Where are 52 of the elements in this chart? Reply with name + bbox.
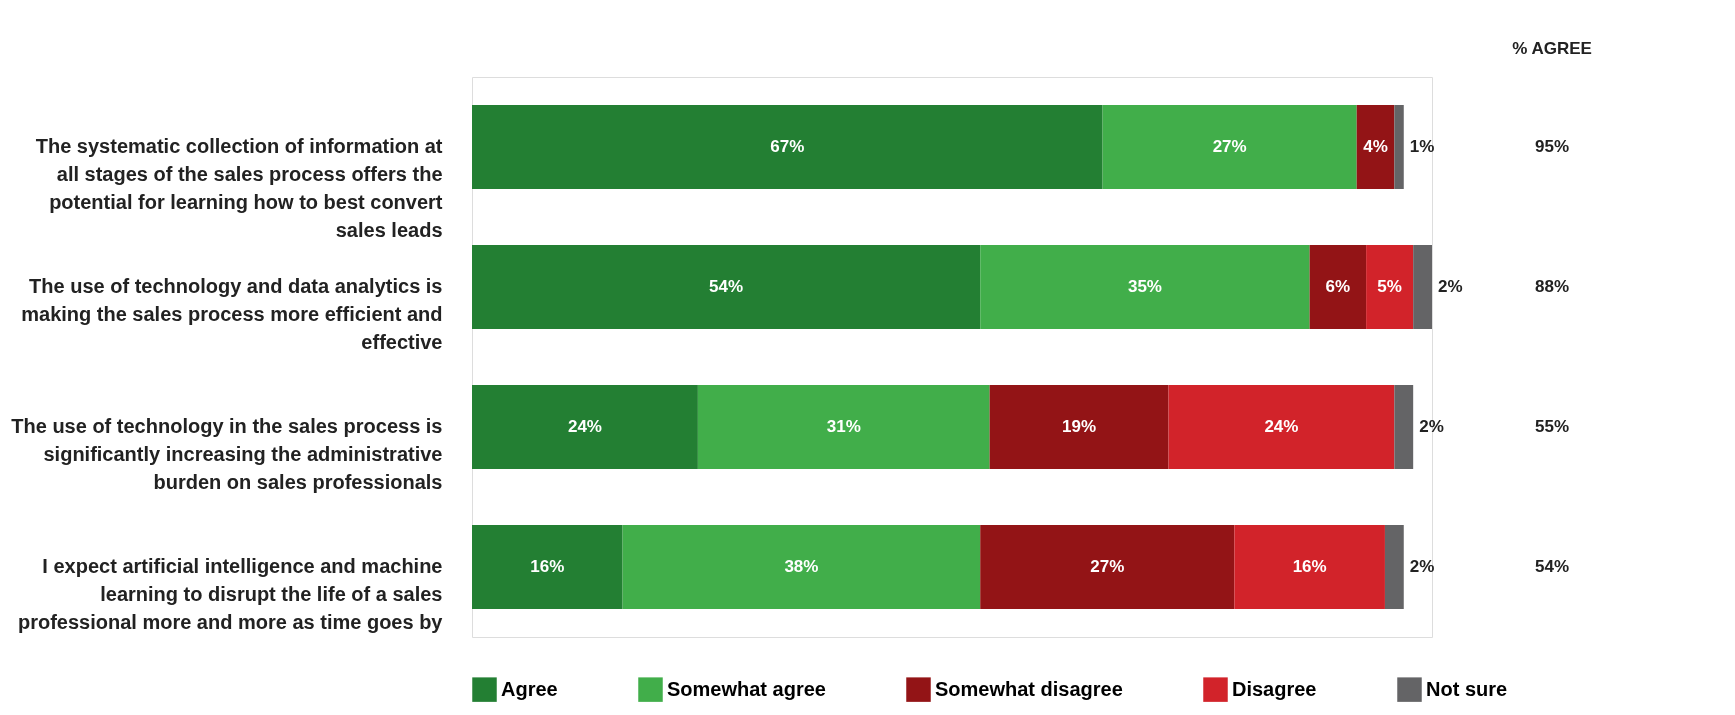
bar — [1356, 105, 1395, 189]
data-label: 27% — [1212, 137, 1247, 156]
bar — [472, 385, 698, 469]
data-label: 24% — [1264, 417, 1299, 436]
text: % AGREE — [1512, 39, 1592, 58]
text: 55% — [1534, 417, 1570, 436]
bar — [989, 385, 1169, 469]
y-tick-label: The use of technology in the sales process is significantly increasing the administrative burden on sales professionals — [11, 415, 443, 493]
data-label: 54% — [709, 277, 744, 296]
bar — [1366, 245, 1414, 329]
data-label: 1% — [1409, 137, 1435, 156]
bar — [1394, 385, 1414, 469]
text: 54% — [1534, 557, 1570, 576]
data-label: 31% — [826, 417, 861, 436]
legend-label: Agree — [501, 677, 558, 700]
bar — [472, 245, 981, 329]
data-label: 6% — [1325, 277, 1351, 296]
y-tick-label: The use of technology and data analytics is making the sales process more efficient and effective — [21, 275, 443, 353]
bar — [1234, 525, 1385, 609]
bar — [622, 525, 981, 609]
data-label: 19% — [1062, 417, 1097, 436]
bar — [472, 525, 623, 609]
bar — [1384, 525, 1404, 609]
data-label: 24% — [567, 417, 602, 436]
data-label: 16% — [1292, 557, 1327, 576]
text: 95% — [1534, 137, 1570, 156]
bar — [1413, 245, 1432, 329]
legend-label: Not sure — [1426, 677, 1508, 700]
bar — [1309, 245, 1367, 329]
legend-label: Disagree — [1232, 677, 1317, 700]
bar — [697, 385, 990, 469]
data-label: 27% — [1090, 557, 1125, 576]
data-label: 67% — [770, 137, 805, 156]
y-tick-label: The systematic collection of information at all stages of the sales process offers the potential for learning how to best convert sales leads — [35, 135, 443, 241]
data-label: 2% — [1419, 417, 1444, 436]
y-tick-label: I expect artificial intelligence and machine learning to disrupt the life of a sales professional more and more as time goes by — [17, 555, 444, 633]
data-label: 4% — [1363, 137, 1388, 156]
bar — [1394, 105, 1404, 189]
data-label: 2% — [1409, 557, 1435, 576]
data-label: 2% — [1438, 277, 1463, 296]
text: 88% — [1534, 277, 1570, 296]
legend-label: Somewhat agree — [667, 677, 826, 700]
data-label: 38% — [784, 557, 819, 576]
data-label: 16% — [530, 557, 565, 576]
bar — [1168, 385, 1395, 469]
data-label: 5% — [1377, 277, 1402, 296]
legend-label: Somewhat disagree — [935, 677, 1123, 700]
bar — [1102, 105, 1357, 189]
bar — [472, 105, 1103, 189]
bar — [980, 245, 1310, 329]
data-label: 35% — [1127, 277, 1162, 296]
bar — [980, 525, 1235, 609]
